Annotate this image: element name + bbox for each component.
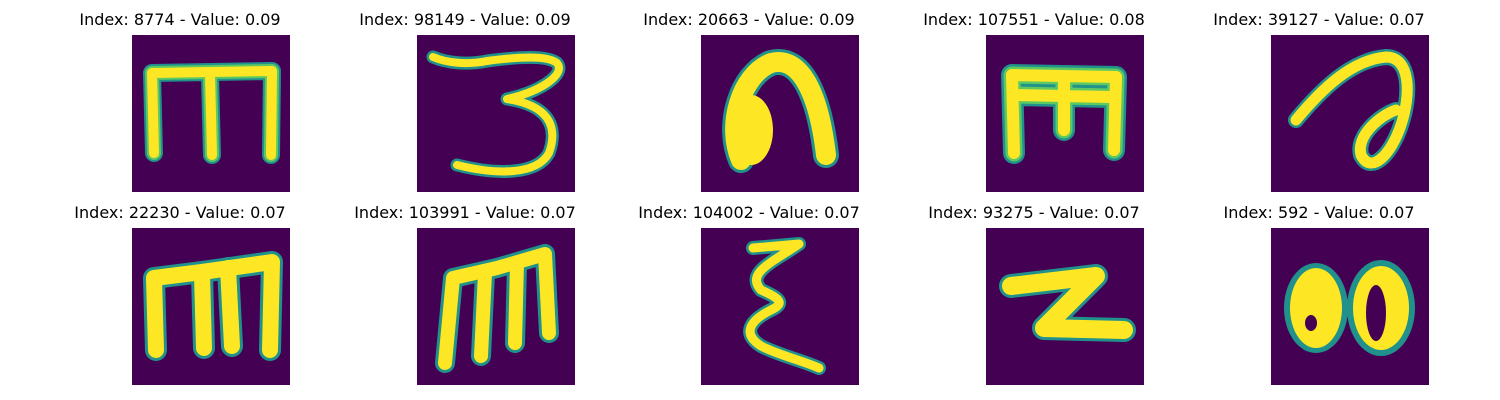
glyph-m-drawing <box>986 35 1144 192</box>
panel-7: Index: 103991 - Value: 0.07 <box>315 193 615 393</box>
panel-5: Index: 39127 - Value: 0.07 <box>1169 0 1469 200</box>
panel-9: Index: 93275 - Value: 0.07 <box>884 193 1184 393</box>
panel-title: Index: 39127 - Value: 0.07 <box>1213 10 1425 29</box>
digit-image-7 <box>417 228 575 385</box>
panel-1: Index: 8774 - Value: 0.09 <box>30 0 330 200</box>
panel-title: Index: 22230 - Value: 0.07 <box>74 203 286 222</box>
panel-title: Index: 8774 - Value: 0.09 <box>79 10 281 29</box>
glyph-m-drawing <box>132 35 290 192</box>
digit-image-3 <box>701 35 859 192</box>
digit-image-1 <box>132 35 290 192</box>
panel-title: Index: 20663 - Value: 0.09 <box>643 10 855 29</box>
digit-image-8 <box>701 228 859 385</box>
panel-title: Index: 104002 - Value: 0.07 <box>638 203 860 222</box>
glyph-3-drawing <box>417 35 575 192</box>
digit-image-6 <box>132 228 290 385</box>
digit-image-4 <box>986 35 1144 192</box>
digit-image-2 <box>417 35 575 192</box>
panel-4: Index: 107551 - Value: 0.08 <box>884 0 1184 200</box>
panel-title: Index: 107551 - Value: 0.08 <box>923 10 1145 29</box>
panel-8: Index: 104002 - Value: 0.07 <box>599 193 899 393</box>
digit-image-9 <box>986 228 1144 385</box>
panel-title: Index: 592 - Value: 0.07 <box>1223 203 1415 222</box>
panel-title: Index: 103991 - Value: 0.07 <box>354 203 576 222</box>
panel-title: Index: 93275 - Value: 0.07 <box>928 203 1140 222</box>
glyph-a-drawing <box>1271 35 1429 192</box>
glyph-8-drawing <box>1271 228 1429 385</box>
glyph-m-drawing <box>417 228 575 385</box>
panel-6: Index: 22230 - Value: 0.07 <box>30 193 330 393</box>
glyph-m-drawing <box>132 228 290 385</box>
glyph-n-drawing <box>701 35 859 192</box>
panel-10: Index: 592 - Value: 0.07 <box>1169 193 1469 393</box>
panel-2: Index: 98149 - Value: 0.09 <box>315 0 615 200</box>
digit-image-10 <box>1271 228 1429 385</box>
glyph-z-drawing <box>986 228 1144 385</box>
digit-image-5 <box>1271 35 1429 192</box>
glyph-xi-drawing <box>701 228 859 385</box>
panel-title: Index: 98149 - Value: 0.09 <box>359 10 571 29</box>
panel-3: Index: 20663 - Value: 0.09 <box>599 0 899 200</box>
